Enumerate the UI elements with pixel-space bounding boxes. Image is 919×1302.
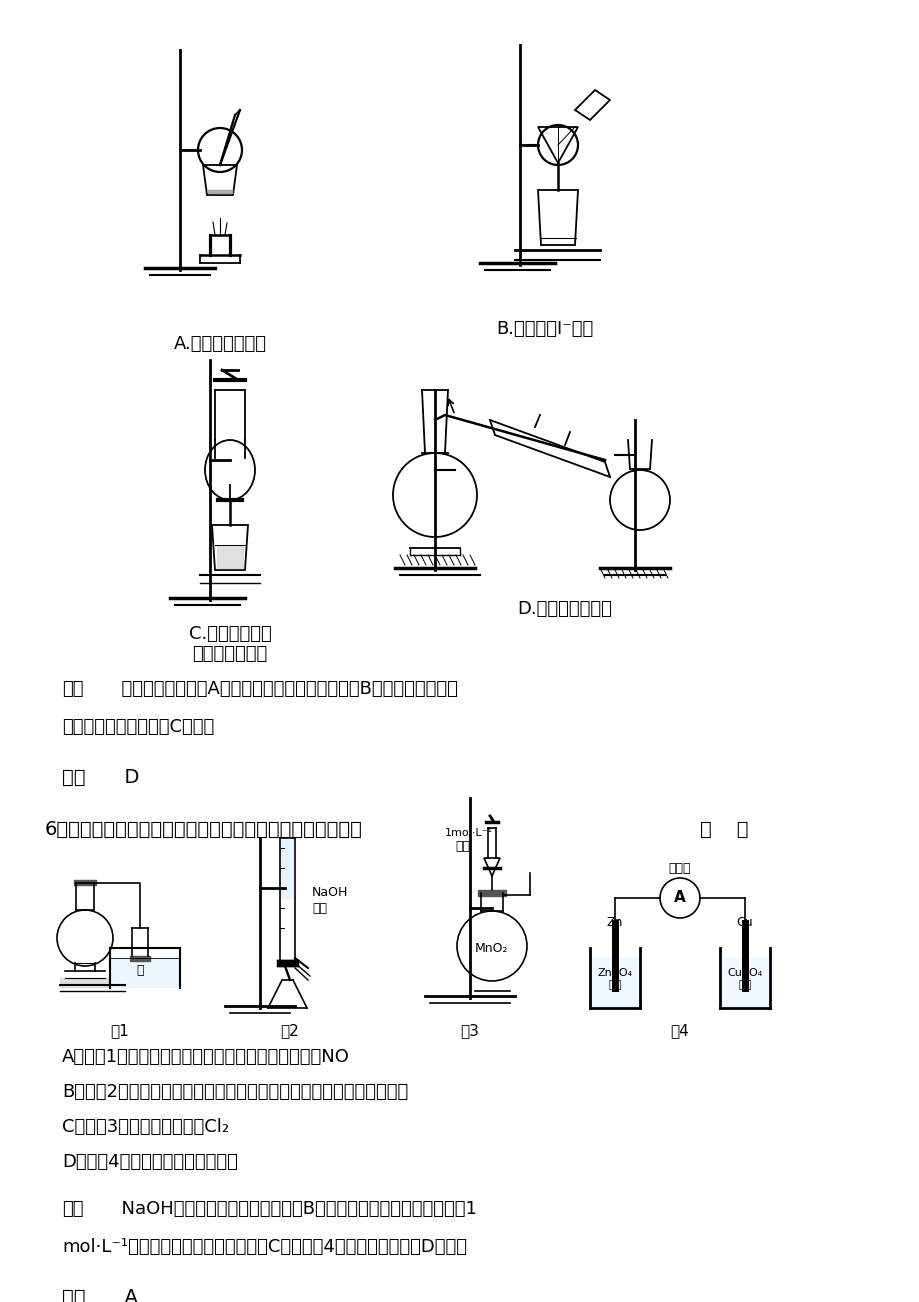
Text: 答案: 答案 <box>62 768 85 786</box>
Text: A.将海带灼烧成灰: A.将海带灼烧成灰 <box>174 335 267 353</box>
Text: 6．下列有关实验装置进行的相应实验，能达到实验目的的是: 6．下列有关实验装置进行的相应实验，能达到实验目的的是 <box>45 820 362 838</box>
Text: B．用图2所示装置进行用已知浓度的氢氧化钠溶液测定盐酸浓度的实验: B．用图2所示装置进行用已知浓度的氢氧化钠溶液测定盐酸浓度的实验 <box>62 1083 408 1101</box>
Text: 溶液: 溶液 <box>738 980 751 990</box>
Text: B.过滤得含I⁻溶液: B.过滤得含I⁻溶液 <box>496 320 593 339</box>
Text: MnO₂: MnO₂ <box>475 941 508 954</box>
Text: （    ）: （ ） <box>699 820 748 838</box>
Text: A．用图1所示装置进行稀硝酸与铜的反应制取并收集NO: A．用图1所示装置进行稀硝酸与铜的反应制取并收集NO <box>62 1048 349 1066</box>
Text: 答案: 答案 <box>62 1288 85 1302</box>
Text: 电流表: 电流表 <box>668 862 690 875</box>
Text: D.分离碘并回收苯: D.分离碘并回收苯 <box>517 600 612 618</box>
Text: 用坩埚灼烧固体，A项错；过滤应用玻璃棒引流，B项错；苯的密度比: 用坩埚灼烧固体，A项错；过滤应用玻璃棒引流，B项错；苯的密度比 <box>110 680 458 698</box>
Polygon shape <box>574 90 609 120</box>
Text: D．用图4所示装置检验电流的方向: D．用图4所示装置检验电流的方向 <box>62 1154 238 1170</box>
Text: 溶液: 溶液 <box>312 901 326 914</box>
Text: A: A <box>674 891 686 905</box>
Text: 图4: 图4 <box>670 1023 688 1038</box>
Circle shape <box>659 878 699 918</box>
Text: NaOH溶液应放在碱式滴定管内，B项错；制取氯气必须用浓盐酸，1: NaOH溶液应放在碱式滴定管内，B项错；制取氯气必须用浓盐酸，1 <box>110 1200 476 1217</box>
Text: 溶液: 溶液 <box>607 980 621 990</box>
Text: 图2: 图2 <box>280 1023 299 1038</box>
Text: 流出碘的苯溶液: 流出碘的苯溶液 <box>192 644 267 663</box>
Text: 图1: 图1 <box>110 1023 130 1038</box>
Text: 图3: 图3 <box>460 1023 479 1038</box>
Text: Cu: Cu <box>736 917 753 930</box>
Text: CuSO₄: CuSO₄ <box>727 967 762 978</box>
Text: 水小，应从上层倒出，C项错。: 水小，应从上层倒出，C项错。 <box>62 717 214 736</box>
Text: Zn: Zn <box>607 917 622 930</box>
Text: 盐酸: 盐酸 <box>455 840 470 853</box>
Text: ZnSO₄: ZnSO₄ <box>596 967 632 978</box>
Text: mol·L⁻¹的盐酸不能与二氧化锰反应，C项错；图4未形成闭合回路，D项错。: mol·L⁻¹的盐酸不能与二氧化锰反应，C项错；图4未形成闭合回路，D项错。 <box>62 1238 467 1256</box>
Text: NaOH: NaOH <box>312 887 348 900</box>
Text: 解析: 解析 <box>62 1200 84 1217</box>
Text: A: A <box>112 1288 138 1302</box>
Text: 1mol·L⁻¹: 1mol·L⁻¹ <box>445 828 493 838</box>
Text: C．用图3所示装置制取少量Cl₂: C．用图3所示装置制取少量Cl₂ <box>62 1118 229 1137</box>
Text: 解析: 解析 <box>62 680 84 698</box>
Text: D: D <box>112 768 139 786</box>
Text: C.萃取后从下口: C.萃取后从下口 <box>188 625 271 643</box>
Text: 水: 水 <box>136 965 143 978</box>
